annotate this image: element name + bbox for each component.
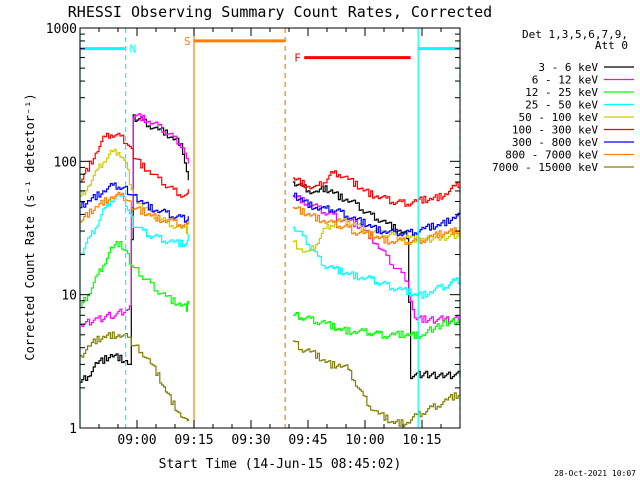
series-line-8	[80, 191, 461, 245]
legend-header-1: Det 1,3,5,6,7,9,	[522, 28, 628, 41]
series-line-7	[80, 182, 461, 237]
y-axis-label: Corrected Count Rate (s⁻¹ detector⁻¹)	[23, 93, 37, 360]
legend-label-2: 6 - 12 keV	[532, 74, 599, 87]
legend-label-4: 25 - 50 keV	[525, 99, 598, 112]
annotation-label-2: S	[184, 35, 191, 48]
series-line-4	[80, 192, 461, 299]
legend-label-7: 300 - 800 keV	[512, 136, 598, 149]
y-tick-label-1: 1	[69, 422, 77, 437]
chart-title: RHESSI Observing Summary Count Rates, Co…	[68, 3, 492, 21]
legend-label-1: 3 - 6 keV	[538, 61, 598, 74]
legend-label-3: 12 - 25 keV	[525, 86, 598, 99]
y-tick-label-3: 100	[54, 155, 77, 170]
axes: 1 10 100 1000 09:00 09:15 09:30 09:45 10:00 10:15	[46, 22, 461, 448]
y-tick-label-2: 10	[61, 289, 77, 304]
x-tick-label-3: 09:30	[231, 433, 270, 448]
legend-label-8: 800 - 7000 keV	[505, 149, 598, 162]
x-tick-label-5: 10:00	[345, 433, 384, 448]
legend-header-2: Att 0	[595, 39, 628, 52]
timestamp: 28-Oct-2021 10:07	[554, 469, 636, 478]
series-line-3	[80, 241, 461, 339]
series-line-2	[80, 113, 461, 327]
plot-area	[80, 113, 461, 427]
y-tick-label-4: 1000	[46, 22, 77, 37]
legend-label-9: 7000 - 15000 keV	[492, 161, 598, 174]
annotation-label-3: F	[294, 52, 301, 65]
legend-label-5: 50 - 100 keV	[519, 111, 599, 124]
x-tick-label-2: 09:15	[174, 433, 213, 448]
series-line-6	[80, 132, 461, 207]
legend-label-6: 100 - 300 keV	[512, 124, 598, 137]
x-tick-label-1: 09:00	[117, 433, 156, 448]
x-tick-label-6: 10:15	[402, 433, 441, 448]
x-tick-label-4: 09:45	[288, 433, 327, 448]
x-axis-label: Start Time (14-Jun-15 08:45:02)	[159, 457, 402, 472]
series-line-9	[80, 331, 461, 427]
annotation-label-1: N	[130, 43, 137, 56]
series-line-1	[80, 114, 461, 383]
